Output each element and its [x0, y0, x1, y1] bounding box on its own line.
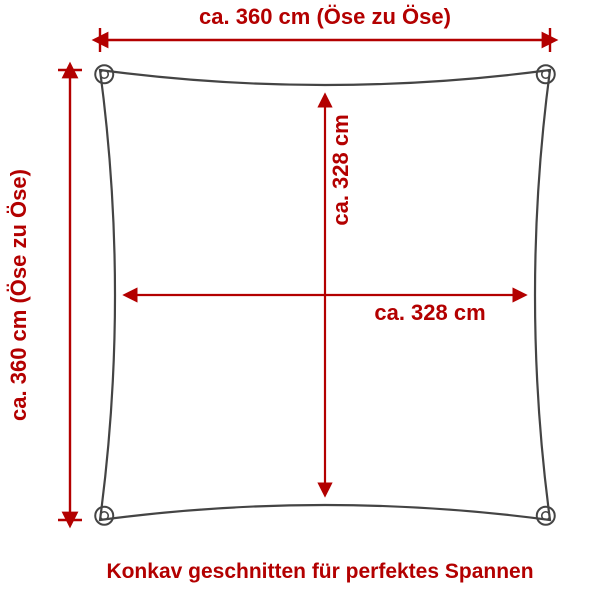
- left-dimension-label: ca. 360 cm (Öse zu Öse): [6, 169, 31, 421]
- inner-height-label: ca. 328 cm: [328, 114, 353, 225]
- diagram-caption: Konkav geschnitten für perfektes Spannen: [106, 560, 533, 583]
- diagram-background: [0, 0, 600, 600]
- inner-width-label: ca. 328 cm: [374, 300, 485, 325]
- top-dimension-label: ca. 360 cm (Öse zu Öse): [199, 4, 451, 29]
